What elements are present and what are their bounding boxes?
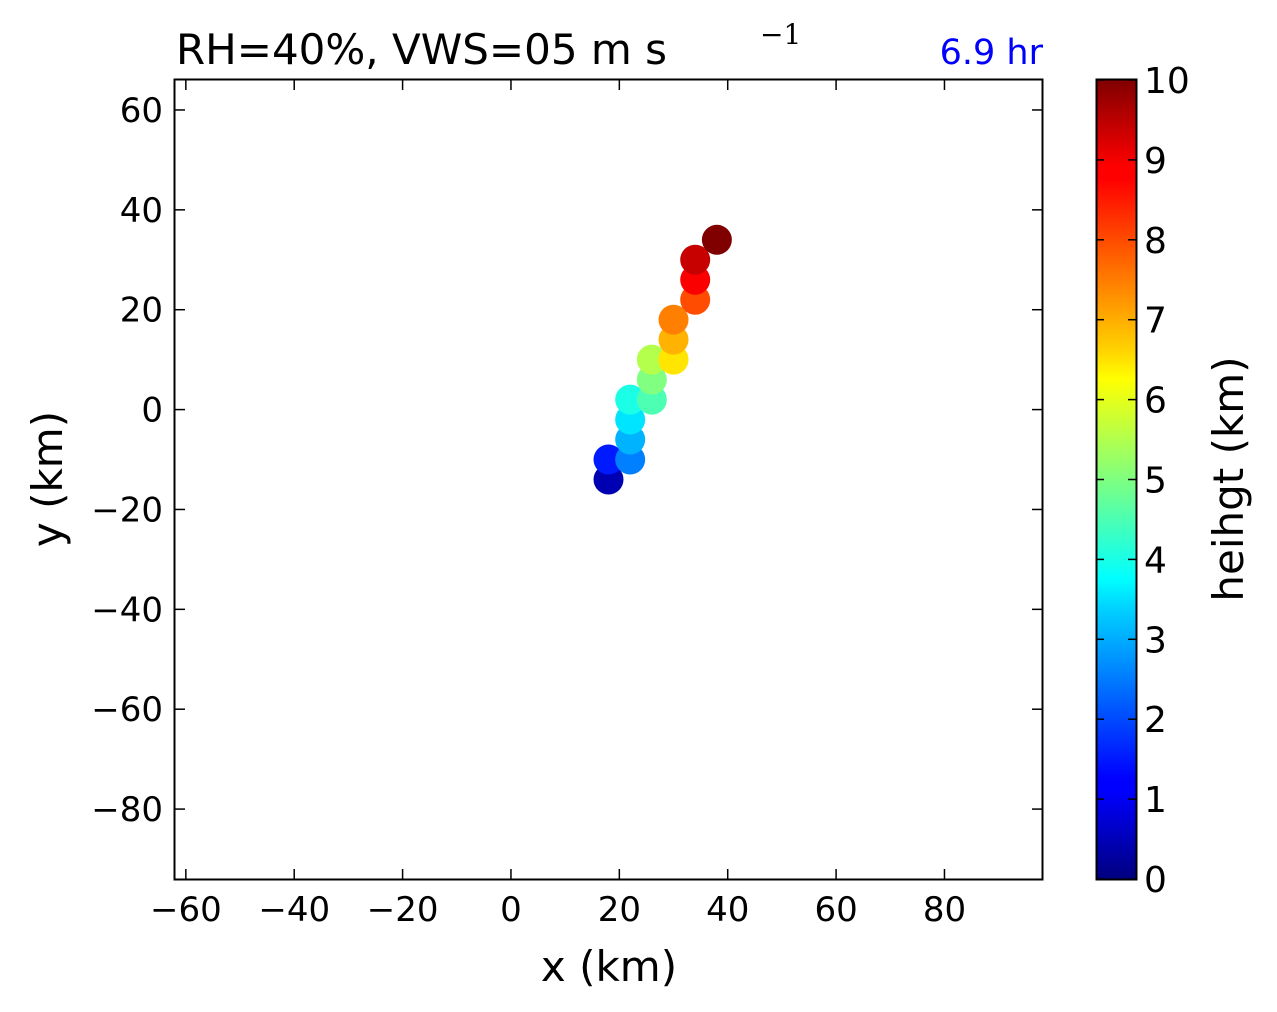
time-label: 6.9 hr (940, 33, 1044, 73)
y-tick-label: −60 (91, 690, 163, 730)
scatter-point (615, 384, 646, 415)
y-tick-label: 60 (120, 91, 163, 131)
scatter-point (658, 304, 689, 335)
x-tick-label: −20 (367, 890, 439, 930)
scatter-point (680, 244, 711, 275)
x-tick-label: 60 (814, 890, 857, 930)
y-tick-label: −40 (91, 590, 163, 630)
plot-frame (173, 78, 1044, 881)
chart-title-superscript: −1 (760, 18, 801, 51)
colorbar-tick-label: 3 (1144, 620, 1167, 661)
scatter-point (593, 444, 624, 475)
colorbar-tick-label: 7 (1144, 301, 1167, 342)
x-tick-label: −40 (258, 890, 330, 930)
colorbar-ticks: 0 1 2 3 4 5 6 7 8 9 10 (1096, 61, 1190, 901)
colorbar-tick-label: 9 (1144, 141, 1167, 182)
colorbar-tick-label: 5 (1144, 461, 1167, 502)
x-tick-label: 40 (706, 890, 749, 930)
colorbar-tick-label: 2 (1144, 700, 1167, 741)
y-axis-label: y (km) (23, 411, 72, 547)
plot-area: −60 −40 −20 0 20 40 60 80 60 40 20 0 −20 −40 −60 −80 (91, 80, 1042, 930)
y-tick-label: 0 (141, 391, 163, 431)
chart-title: RH=40%, VWS=05 m s (176, 25, 667, 74)
colorbar-tick-label: 10 (1144, 61, 1190, 102)
colorbar-tick-label: 8 (1144, 221, 1167, 262)
y-tick-label: −20 (91, 490, 163, 530)
colorbar-tick-label: 6 (1144, 381, 1167, 422)
x-tick-label: −60 (150, 890, 222, 930)
scatter-point (701, 224, 732, 255)
colorbar-tick-label: 0 (1144, 860, 1167, 901)
colorbar-label: heihgt (km) (1204, 356, 1253, 601)
y-tick-label: −80 (91, 790, 163, 830)
y-tick-label: 20 (120, 291, 163, 331)
x-tick-label: 20 (598, 890, 641, 930)
x-tick-label: 0 (500, 890, 522, 930)
colorbar-tick-label: 4 (1144, 540, 1167, 581)
colorbar-tick-label: 1 (1144, 780, 1167, 821)
scatter-point (636, 344, 667, 375)
y-tick-label: 40 (120, 191, 163, 231)
x-tick-label: 80 (923, 890, 966, 930)
x-axis-label: x (km) (541, 942, 677, 991)
